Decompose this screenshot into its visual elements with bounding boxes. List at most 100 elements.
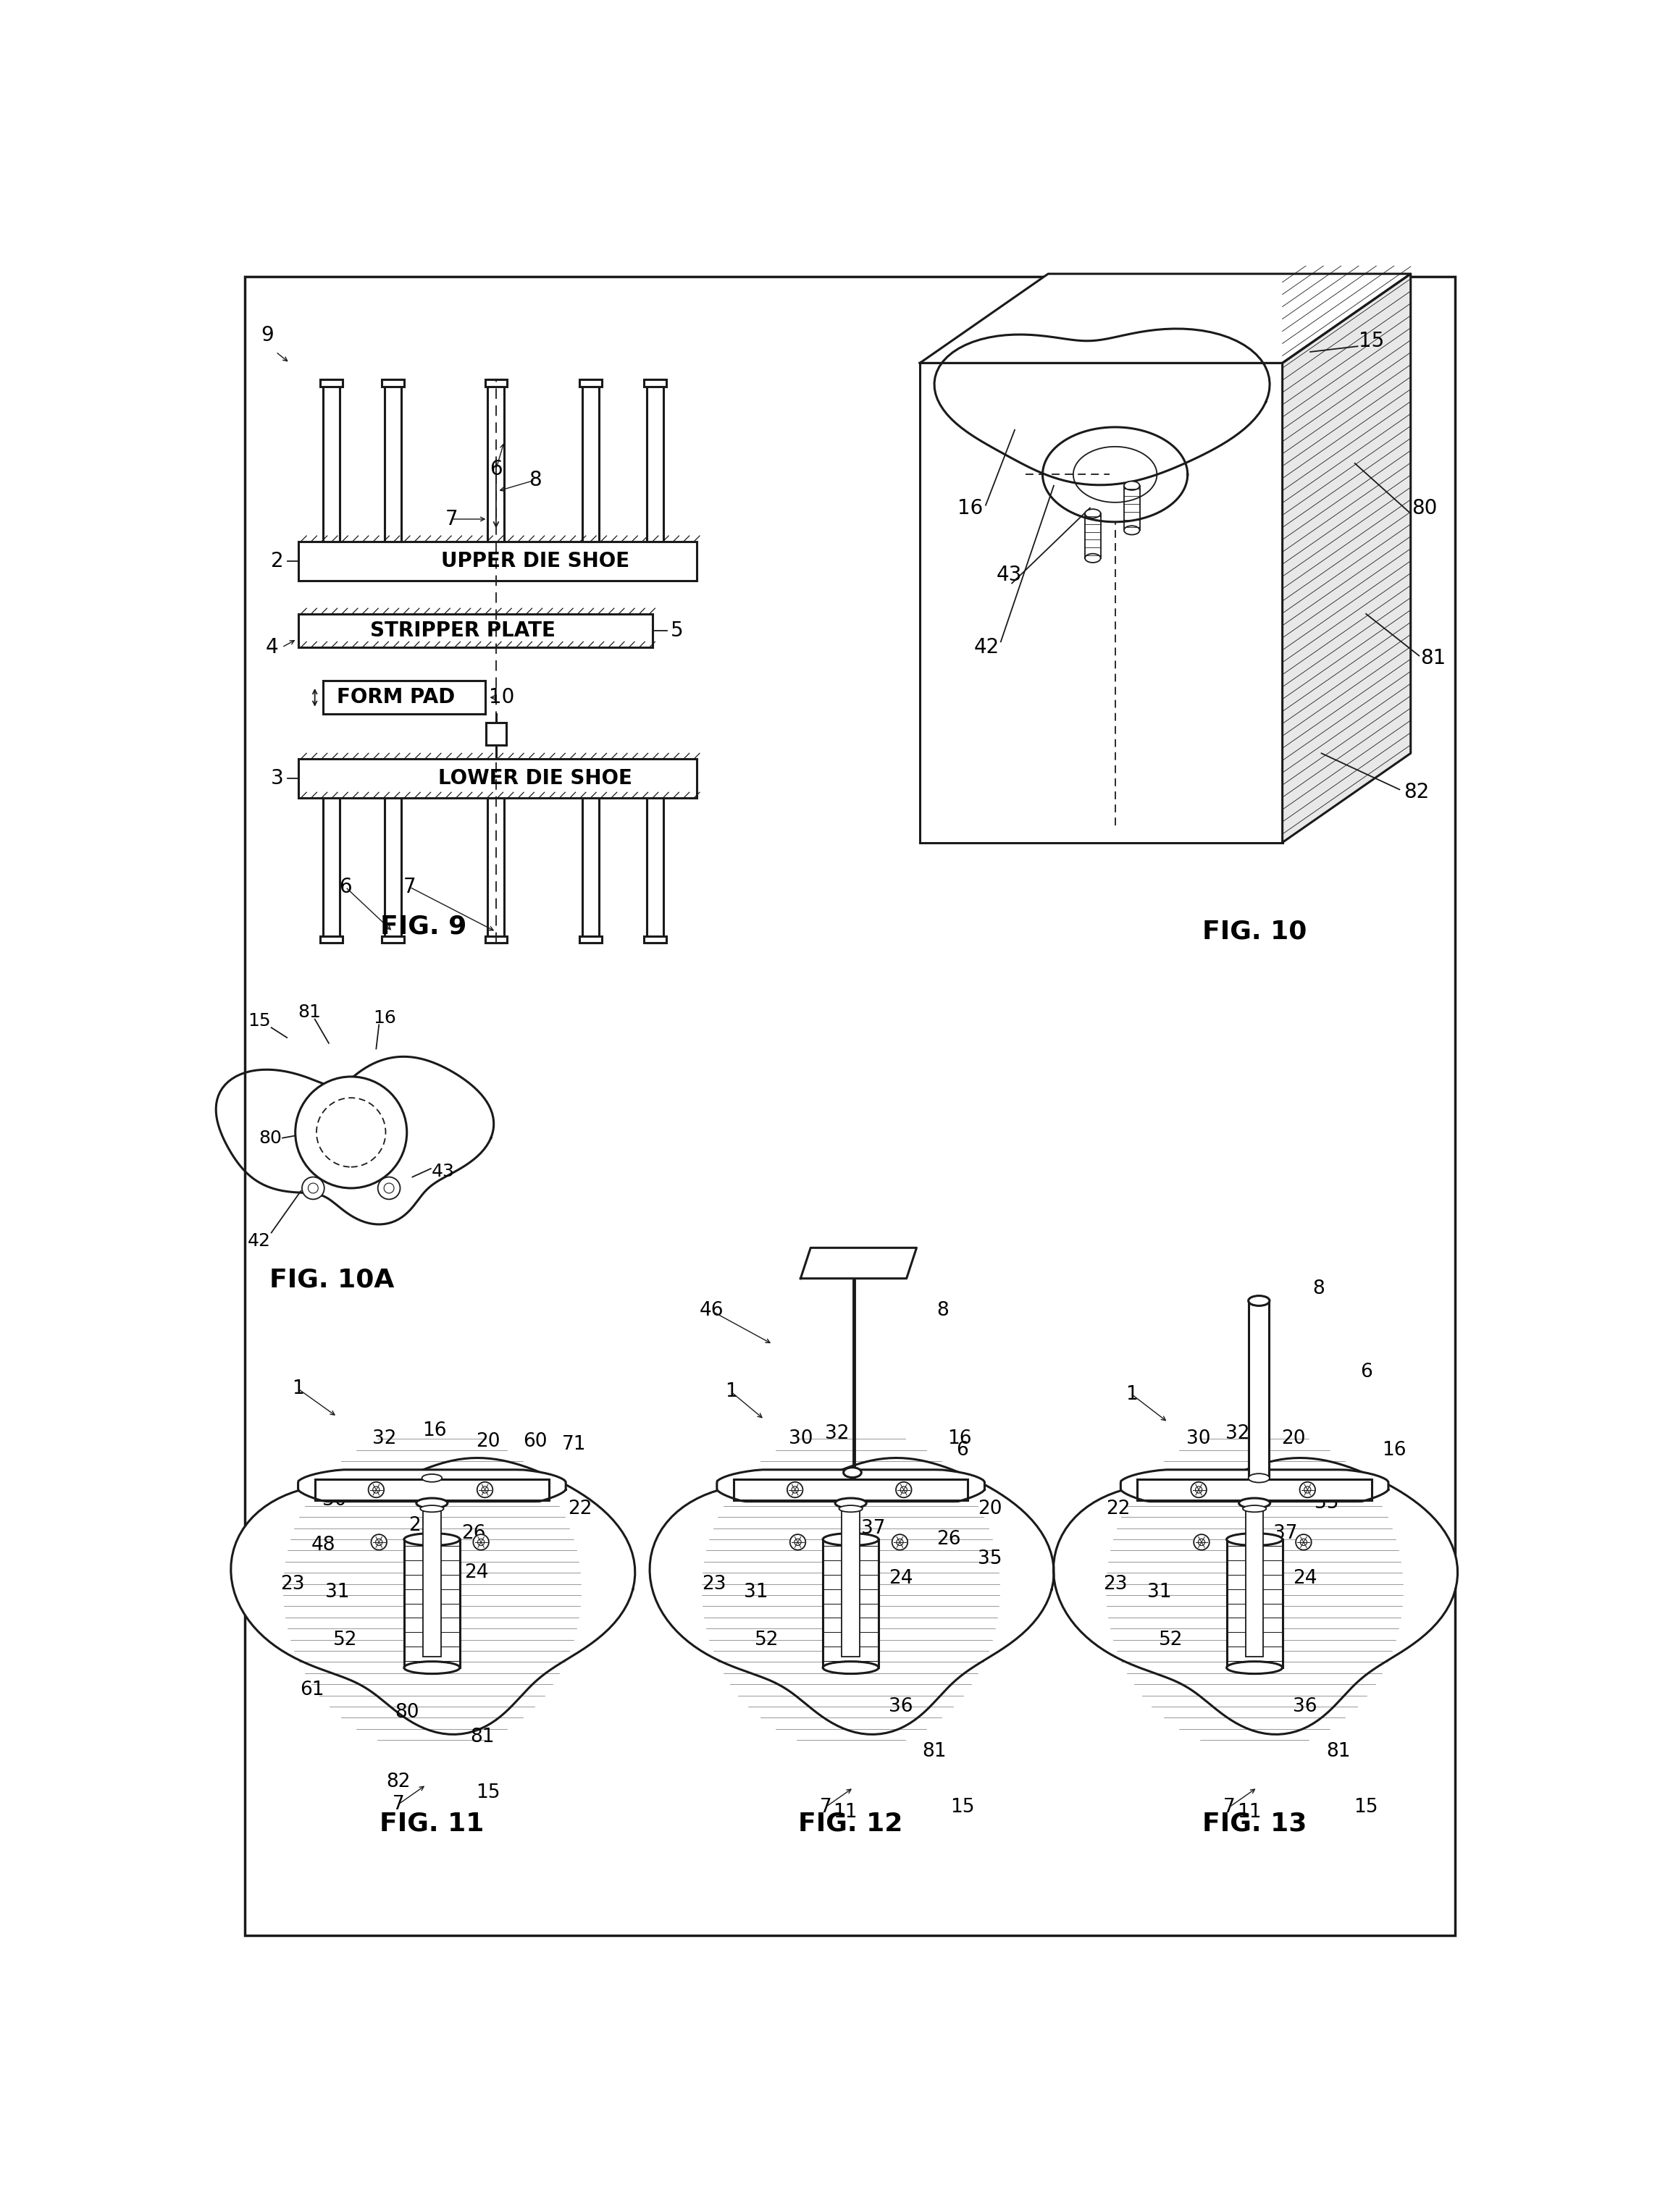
Text: 82: 82 [387, 1772, 410, 1792]
Ellipse shape [422, 1473, 442, 1482]
Text: 23: 23 [702, 1575, 725, 1593]
Text: 16: 16 [374, 1009, 397, 1026]
Text: 43: 43 [996, 564, 1023, 584]
Circle shape [1296, 1535, 1311, 1551]
Polygon shape [299, 1469, 566, 1502]
Ellipse shape [1248, 1296, 1270, 1305]
Text: 43: 43 [432, 1164, 455, 1181]
Bar [486, 723, 506, 745]
Ellipse shape [835, 1498, 867, 1509]
Circle shape [478, 1540, 485, 1546]
Text: 81: 81 [297, 1004, 320, 1022]
Text: 30: 30 [322, 1491, 347, 1511]
Bar [324, 380, 340, 542]
Polygon shape [920, 274, 1411, 363]
Text: 25: 25 [408, 1515, 433, 1535]
Text: 15: 15 [1360, 330, 1384, 352]
Text: LOWER DIE SHOE: LOWER DIE SHOE [438, 768, 632, 787]
Text: STRIPPER PLATE: STRIPPER PLATE [370, 622, 554, 641]
Text: 31: 31 [744, 1584, 769, 1601]
Bar [734, 1480, 968, 1500]
Bar [1227, 1540, 1283, 1668]
Text: 80: 80 [395, 1703, 418, 1721]
Polygon shape [231, 1458, 636, 1734]
Polygon shape [1283, 274, 1411, 843]
Polygon shape [800, 1248, 916, 1279]
Text: 6: 6 [490, 458, 503, 480]
Bar [583, 799, 599, 942]
Bar [320, 380, 342, 387]
Text: 80: 80 [1411, 498, 1438, 518]
Text: 23: 23 [1102, 1575, 1127, 1593]
Bar [385, 380, 402, 542]
Text: 26: 26 [936, 1531, 961, 1548]
Text: 7: 7 [392, 1794, 405, 1814]
Circle shape [1305, 1486, 1311, 1493]
Text: 7: 7 [445, 509, 458, 529]
Circle shape [1199, 1540, 1205, 1546]
Text: 15: 15 [247, 1013, 271, 1029]
Circle shape [790, 1535, 805, 1551]
Text: 16: 16 [423, 1422, 447, 1440]
Circle shape [1300, 1540, 1306, 1546]
Text: 22: 22 [1106, 1500, 1130, 1517]
Text: 81: 81 [470, 1728, 495, 1747]
Text: FIG. 13: FIG. 13 [1202, 1812, 1306, 1836]
Text: 3: 3 [271, 768, 284, 787]
Polygon shape [649, 1458, 1054, 1734]
Text: 61: 61 [300, 1681, 324, 1699]
Bar [1248, 1301, 1268, 1480]
Circle shape [369, 1482, 383, 1498]
Circle shape [891, 1535, 908, 1551]
Text: 4: 4 [266, 637, 279, 657]
Bar [299, 542, 697, 580]
Text: UPPER DIE SHOE: UPPER DIE SHOE [442, 551, 629, 571]
Text: 8: 8 [1313, 1279, 1325, 1298]
Text: 52: 52 [1159, 1630, 1184, 1650]
Circle shape [481, 1486, 488, 1493]
Text: 10: 10 [488, 688, 515, 708]
Bar [1137, 1480, 1371, 1500]
Text: 81: 81 [1326, 1741, 1350, 1761]
Text: 24: 24 [465, 1564, 488, 1582]
Circle shape [302, 1177, 324, 1199]
Text: 20: 20 [978, 1500, 1003, 1517]
Text: 31: 31 [325, 1584, 349, 1601]
Text: 32: 32 [1225, 1425, 1250, 1442]
Text: 24: 24 [888, 1568, 913, 1588]
Ellipse shape [1086, 553, 1101, 562]
Text: 24: 24 [1293, 1568, 1316, 1588]
Circle shape [1195, 1486, 1202, 1493]
Text: FIG. 11: FIG. 11 [380, 1812, 485, 1836]
Text: 1: 1 [292, 1380, 304, 1398]
Text: 81: 81 [1421, 648, 1446, 668]
Text: 20: 20 [475, 1433, 500, 1451]
Polygon shape [717, 1469, 984, 1502]
Text: 82: 82 [1403, 783, 1429, 803]
Circle shape [383, 1183, 393, 1192]
Text: 31: 31 [1147, 1584, 1172, 1601]
Text: 60: 60 [523, 1433, 548, 1451]
Bar [644, 936, 666, 942]
Bar [647, 380, 664, 542]
Bar [299, 759, 697, 799]
Text: 15: 15 [950, 1798, 974, 1816]
Bar [1086, 513, 1101, 557]
Text: 6: 6 [339, 876, 352, 898]
Bar [315, 1480, 549, 1500]
Bar [647, 799, 664, 942]
Bar [485, 380, 508, 387]
Bar [488, 380, 505, 542]
Text: 36: 36 [1293, 1697, 1316, 1717]
Bar [1245, 1504, 1263, 1657]
Polygon shape [1120, 1469, 1388, 1502]
Circle shape [896, 1540, 903, 1546]
Circle shape [900, 1486, 906, 1493]
Text: 26: 26 [461, 1524, 486, 1544]
Text: FORM PAD: FORM PAD [337, 688, 455, 708]
Ellipse shape [1227, 1533, 1283, 1546]
Bar [382, 936, 403, 942]
Bar [579, 936, 603, 942]
Text: 8: 8 [530, 469, 541, 491]
Text: 20: 20 [1282, 1429, 1306, 1449]
